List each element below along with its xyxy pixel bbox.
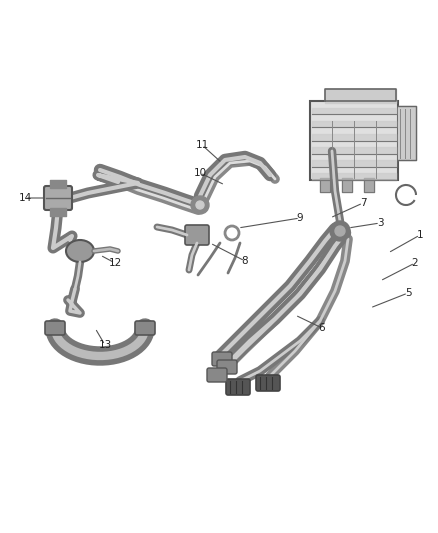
Text: 2: 2 xyxy=(412,258,418,268)
Circle shape xyxy=(335,226,345,236)
Text: 12: 12 xyxy=(108,258,122,268)
Text: 7: 7 xyxy=(360,198,366,208)
Text: 11: 11 xyxy=(195,140,208,150)
Text: 3: 3 xyxy=(377,218,383,228)
Text: 13: 13 xyxy=(99,340,112,350)
FancyBboxPatch shape xyxy=(44,186,72,210)
Circle shape xyxy=(191,196,209,214)
Text: 10: 10 xyxy=(194,168,207,178)
FancyBboxPatch shape xyxy=(226,379,250,395)
Polygon shape xyxy=(398,106,416,160)
Text: 6: 6 xyxy=(319,323,325,333)
FancyBboxPatch shape xyxy=(207,368,227,382)
FancyBboxPatch shape xyxy=(185,225,209,245)
Ellipse shape xyxy=(66,240,94,262)
Text: 8: 8 xyxy=(242,256,248,266)
FancyBboxPatch shape xyxy=(45,321,65,335)
Circle shape xyxy=(196,201,204,209)
Text: 1: 1 xyxy=(417,230,423,240)
Text: 14: 14 xyxy=(18,193,32,203)
Text: 5: 5 xyxy=(405,288,411,298)
FancyBboxPatch shape xyxy=(212,352,232,366)
FancyBboxPatch shape xyxy=(256,375,280,391)
Bar xyxy=(310,101,398,180)
Circle shape xyxy=(330,221,350,241)
FancyBboxPatch shape xyxy=(217,360,237,374)
FancyBboxPatch shape xyxy=(135,321,155,335)
Text: 9: 9 xyxy=(297,213,303,223)
